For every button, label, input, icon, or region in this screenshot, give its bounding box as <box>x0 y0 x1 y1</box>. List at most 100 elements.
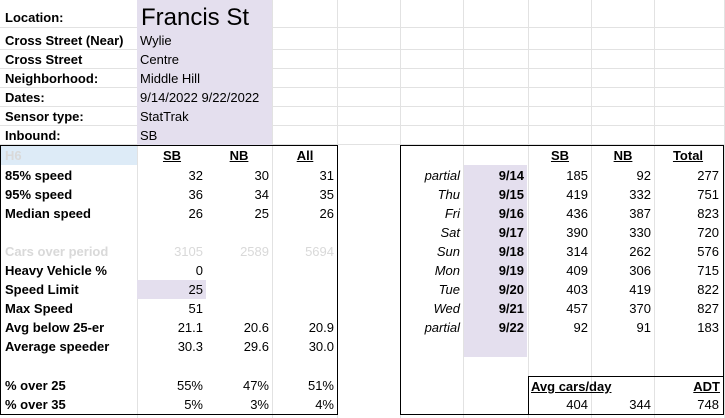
adt-value: 748 <box>697 397 719 412</box>
corner-cell-highlight <box>0 146 137 165</box>
inbound-label: Inbound: <box>5 128 61 143</box>
location-label: Location: <box>5 10 64 25</box>
adt-label: ADT <box>693 379 720 394</box>
stat-all: 20.9 <box>308 320 334 335</box>
avg-nb-value: 344 <box>629 397 651 412</box>
neighborhood-label: Neighborhood: <box>5 71 99 86</box>
daily-date: 9/15 <box>498 187 524 202</box>
stat-nb: 3% <box>250 397 269 412</box>
stat-nb: 29.6 <box>243 339 269 354</box>
daily-day: Tue <box>438 282 460 297</box>
daily-sb: 436 <box>566 206 588 221</box>
speed-limit-highlight <box>137 280 206 299</box>
daily-total: 822 <box>697 282 719 297</box>
daily-sb: 185 <box>566 168 588 183</box>
daily-date: 9/18 <box>498 244 524 259</box>
neighborhood-value: Middle Hill <box>140 71 200 86</box>
stat-all: 31 <box>319 168 334 183</box>
daily-date: 9/21 <box>498 301 524 316</box>
stat-sb: 55% <box>176 378 203 393</box>
stat-label: % over 35 <box>5 397 66 412</box>
stat-sb: 32 <box>188 168 203 183</box>
daily-sb: 419 <box>566 187 588 202</box>
cross-street-label: Cross Street <box>5 52 83 67</box>
daily-header-sb: SB <box>550 148 570 163</box>
daily-date: 9/17 <box>498 225 524 240</box>
stat-label: Cars over period <box>5 244 109 259</box>
stat-sb: 5% <box>184 397 203 412</box>
dates-value: 9/14/2022 9/22/2022 <box>140 90 260 105</box>
stat-sb: 26 <box>188 206 203 221</box>
daily-sb: 409 <box>566 263 588 278</box>
daily-day: Fri <box>444 206 460 221</box>
daily-day: Wed <box>433 301 461 316</box>
location-title: Francis St <box>141 4 250 31</box>
stat-sb: 3105 <box>174 244 203 259</box>
daily-nb: 370 <box>629 301 651 316</box>
daily-day: Sat <box>440 225 460 240</box>
daily-nb: 306 <box>629 263 651 278</box>
stat-sb: 51 <box>188 301 203 316</box>
daily-date: 9/14 <box>498 168 524 183</box>
stat-nb: 25 <box>254 206 269 221</box>
daily-header-nb: NB <box>613 148 633 163</box>
stat-label: Average speeder <box>5 339 110 354</box>
stat-all: 5694 <box>305 244 334 259</box>
date-column-highlight <box>464 165 527 357</box>
stat-label: Speed Limit <box>5 282 79 297</box>
daily-day: partial <box>424 168 460 183</box>
daily-sb: 92 <box>573 320 588 335</box>
sensor-type-label: Sensor type: <box>5 109 84 124</box>
daily-day: Sun <box>436 244 460 259</box>
daily-total: 751 <box>697 187 719 202</box>
dates-label: Dates: <box>5 90 45 105</box>
daily-date: 9/19 <box>498 263 524 278</box>
stat-label: Max Speed <box>5 301 73 316</box>
cross-near-label: Cross Street (Near) <box>5 33 124 48</box>
daily-total: 715 <box>697 263 719 278</box>
daily-date: 9/16 <box>498 206 524 221</box>
stat-all: 35 <box>319 187 334 202</box>
daily-day: partial <box>424 320 460 335</box>
daily-sb: 390 <box>566 225 588 240</box>
daily-sb: 314 <box>566 244 588 259</box>
stat-label: Heavy Vehicle % <box>5 263 107 278</box>
stat-sb: 0 <box>195 263 203 278</box>
stat-nb: 2589 <box>240 244 269 259</box>
daily-total: 183 <box>697 320 719 335</box>
daily-nb: 91 <box>636 320 651 335</box>
daily-date: 9/20 <box>498 282 524 297</box>
daily-nb: 92 <box>636 168 651 183</box>
stat-sb: 21.1 <box>177 320 203 335</box>
cross-street-value: Centre <box>140 52 180 67</box>
daily-total: 576 <box>697 244 719 259</box>
stat-label: Avg below 25-er <box>5 320 105 335</box>
stat-all: 26 <box>319 206 334 221</box>
info-values-highlight <box>137 0 272 145</box>
avg-cars-label: Avg cars/day <box>531 379 612 394</box>
stat-label: Median speed <box>5 206 91 221</box>
inbound-value: SB <box>140 128 158 143</box>
cross-near-value: Wylie <box>140 33 172 48</box>
daily-day: Mon <box>434 263 460 278</box>
daily-nb: 332 <box>629 187 651 202</box>
sensor-type-value: StatTrak <box>140 109 189 124</box>
daily-nb: 262 <box>629 244 651 259</box>
stat-nb: 30 <box>254 168 269 183</box>
stat-all: 4% <box>315 397 334 412</box>
stats-header-all: All <box>296 148 314 163</box>
daily-nb: 330 <box>629 225 651 240</box>
corner-cell: H6 <box>5 148 22 163</box>
daily-sb: 457 <box>566 301 588 316</box>
daily-sb: 403 <box>566 282 588 297</box>
stat-nb: 20.6 <box>243 320 269 335</box>
daily-total: 277 <box>697 168 719 183</box>
daily-total: 823 <box>697 206 719 221</box>
avg-sb-value: 404 <box>566 397 588 412</box>
stats-header-sb: SB <box>162 148 182 163</box>
stat-all: 51% <box>307 378 334 393</box>
stat-nb: 34 <box>254 187 269 202</box>
daily-total: 827 <box>697 301 719 316</box>
daily-nb: 419 <box>629 282 651 297</box>
stat-label: 95% speed <box>5 187 73 202</box>
